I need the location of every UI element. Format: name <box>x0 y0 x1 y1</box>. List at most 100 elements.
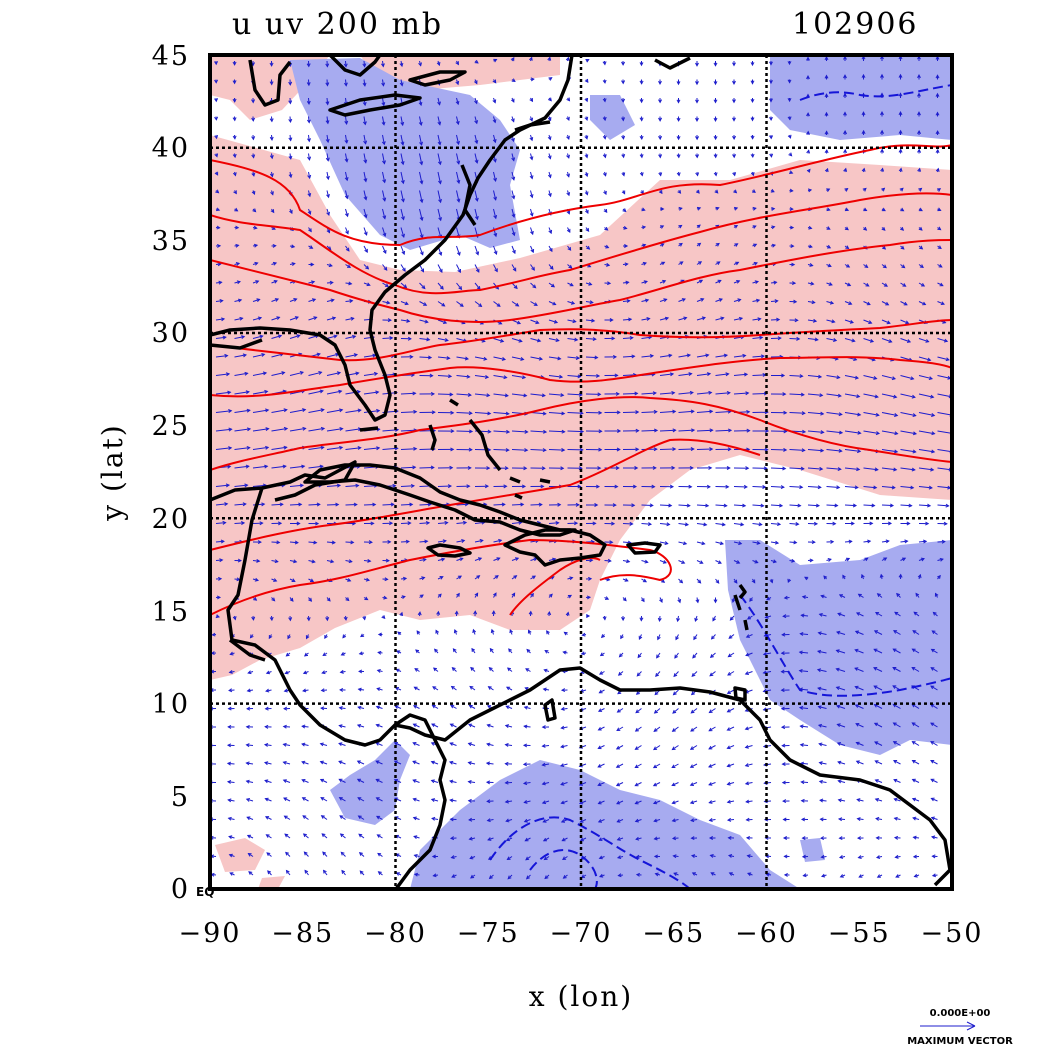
wind-vector-head <box>494 268 498 273</box>
wind-vector-head <box>703 522 708 527</box>
wind-vector-head <box>265 408 270 413</box>
wind-vector-head <box>265 688 270 693</box>
wind-vector-head <box>504 724 510 728</box>
wind-vector <box>696 541 705 545</box>
wind-vector <box>326 190 330 198</box>
wind-vector-head <box>799 374 804 379</box>
wind-vector-head <box>800 613 805 618</box>
wind-vector-head <box>357 687 362 692</box>
wind-vector <box>817 669 827 672</box>
wind-vector <box>326 390 342 395</box>
wind-vector <box>900 393 916 398</box>
wind-vector-head <box>705 353 710 358</box>
wind-vector <box>894 611 901 617</box>
wind-vector-head <box>898 167 903 172</box>
wind-vector <box>881 319 891 324</box>
wind-vector <box>413 723 420 728</box>
wind-vector-head <box>270 191 274 196</box>
wind-vector <box>653 763 661 769</box>
wind-vector-head <box>328 263 333 268</box>
wind-vector-head <box>616 855 622 859</box>
wind-vector-head <box>343 82 348 87</box>
wind-vector-head <box>273 280 278 284</box>
wind-vector-head <box>801 411 806 416</box>
wind-vector-head <box>606 262 611 267</box>
wind-vector-head <box>640 598 645 603</box>
wind-vector-head <box>306 82 311 87</box>
wind-vector-head <box>782 817 787 822</box>
wind-vector-head <box>375 390 380 395</box>
wind-vector-head <box>550 283 556 288</box>
wind-vector-head <box>858 874 863 878</box>
wind-vector-head <box>644 559 649 564</box>
wind-vector-head <box>256 558 261 563</box>
wind-vector-head <box>419 180 424 185</box>
wind-vector <box>770 449 787 451</box>
wind-vector-head <box>855 760 860 765</box>
wind-vector-head <box>291 244 296 249</box>
wind-vector-head <box>834 503 839 508</box>
wind-vector-head <box>857 449 862 454</box>
wind-vector-head <box>566 228 571 234</box>
wind-vector <box>690 800 698 804</box>
wind-vector-head <box>529 97 534 103</box>
wind-vector-head <box>245 798 251 802</box>
wind-vector-head <box>615 391 620 396</box>
wind-vector <box>836 668 846 672</box>
wind-vector <box>807 393 823 396</box>
wind-vector <box>708 782 716 786</box>
wind-vector-head <box>690 409 695 414</box>
wind-vector <box>289 334 300 339</box>
wind-vector-head <box>709 672 714 677</box>
wind-vector <box>826 393 841 397</box>
wind-vector <box>893 648 901 654</box>
wind-vector <box>474 153 478 164</box>
wind-vector <box>653 800 661 804</box>
wind-vector-head <box>745 466 750 471</box>
wind-vector-head <box>894 854 899 859</box>
wind-vector-head <box>229 651 234 656</box>
wind-vector-head <box>789 207 794 212</box>
wind-vector-head <box>793 299 798 304</box>
wind-vector-head <box>249 634 254 639</box>
wind-vector-head <box>917 167 922 172</box>
wind-vector-head <box>310 578 315 582</box>
wind-vector-head <box>838 836 843 841</box>
wind-vector-head <box>835 667 840 672</box>
wind-vector-head <box>644 298 650 303</box>
wind-vector-head <box>882 245 887 250</box>
wind-vector <box>326 153 329 161</box>
wind-vector <box>855 649 864 654</box>
wind-vector <box>511 190 515 199</box>
wind-vector-head <box>269 155 274 160</box>
wind-vector-head <box>782 392 787 397</box>
wind-vector <box>690 745 698 750</box>
wind-vector-head <box>817 374 823 379</box>
wind-vector-head <box>409 354 414 359</box>
wind-vector <box>863 430 880 434</box>
wind-vector-head <box>875 835 880 840</box>
wind-vector-head <box>653 818 658 823</box>
wind-vector-head <box>530 77 535 82</box>
wind-vector-head <box>829 300 835 305</box>
wind-vector <box>836 649 846 654</box>
wind-vector-head <box>430 798 436 802</box>
wind-vector-head <box>930 394 935 399</box>
wind-vector-head <box>535 320 540 325</box>
wind-vector-head <box>738 316 744 321</box>
contour-line <box>210 356 952 398</box>
wind-vector-head <box>778 503 784 508</box>
wind-vector <box>818 706 827 709</box>
wind-vector-head <box>911 648 916 653</box>
wind-vector-head <box>688 372 693 377</box>
wind-vector-head <box>358 852 363 856</box>
wind-vector <box>567 430 584 433</box>
wind-vector-head <box>931 854 936 859</box>
wind-vector <box>468 742 476 746</box>
wind-vector-head <box>679 261 684 265</box>
wind-vector-head <box>504 393 509 398</box>
wind-vector <box>733 299 741 302</box>
wind-vector <box>641 523 652 525</box>
wind-vector <box>912 630 920 635</box>
wind-vector-head <box>869 521 874 526</box>
